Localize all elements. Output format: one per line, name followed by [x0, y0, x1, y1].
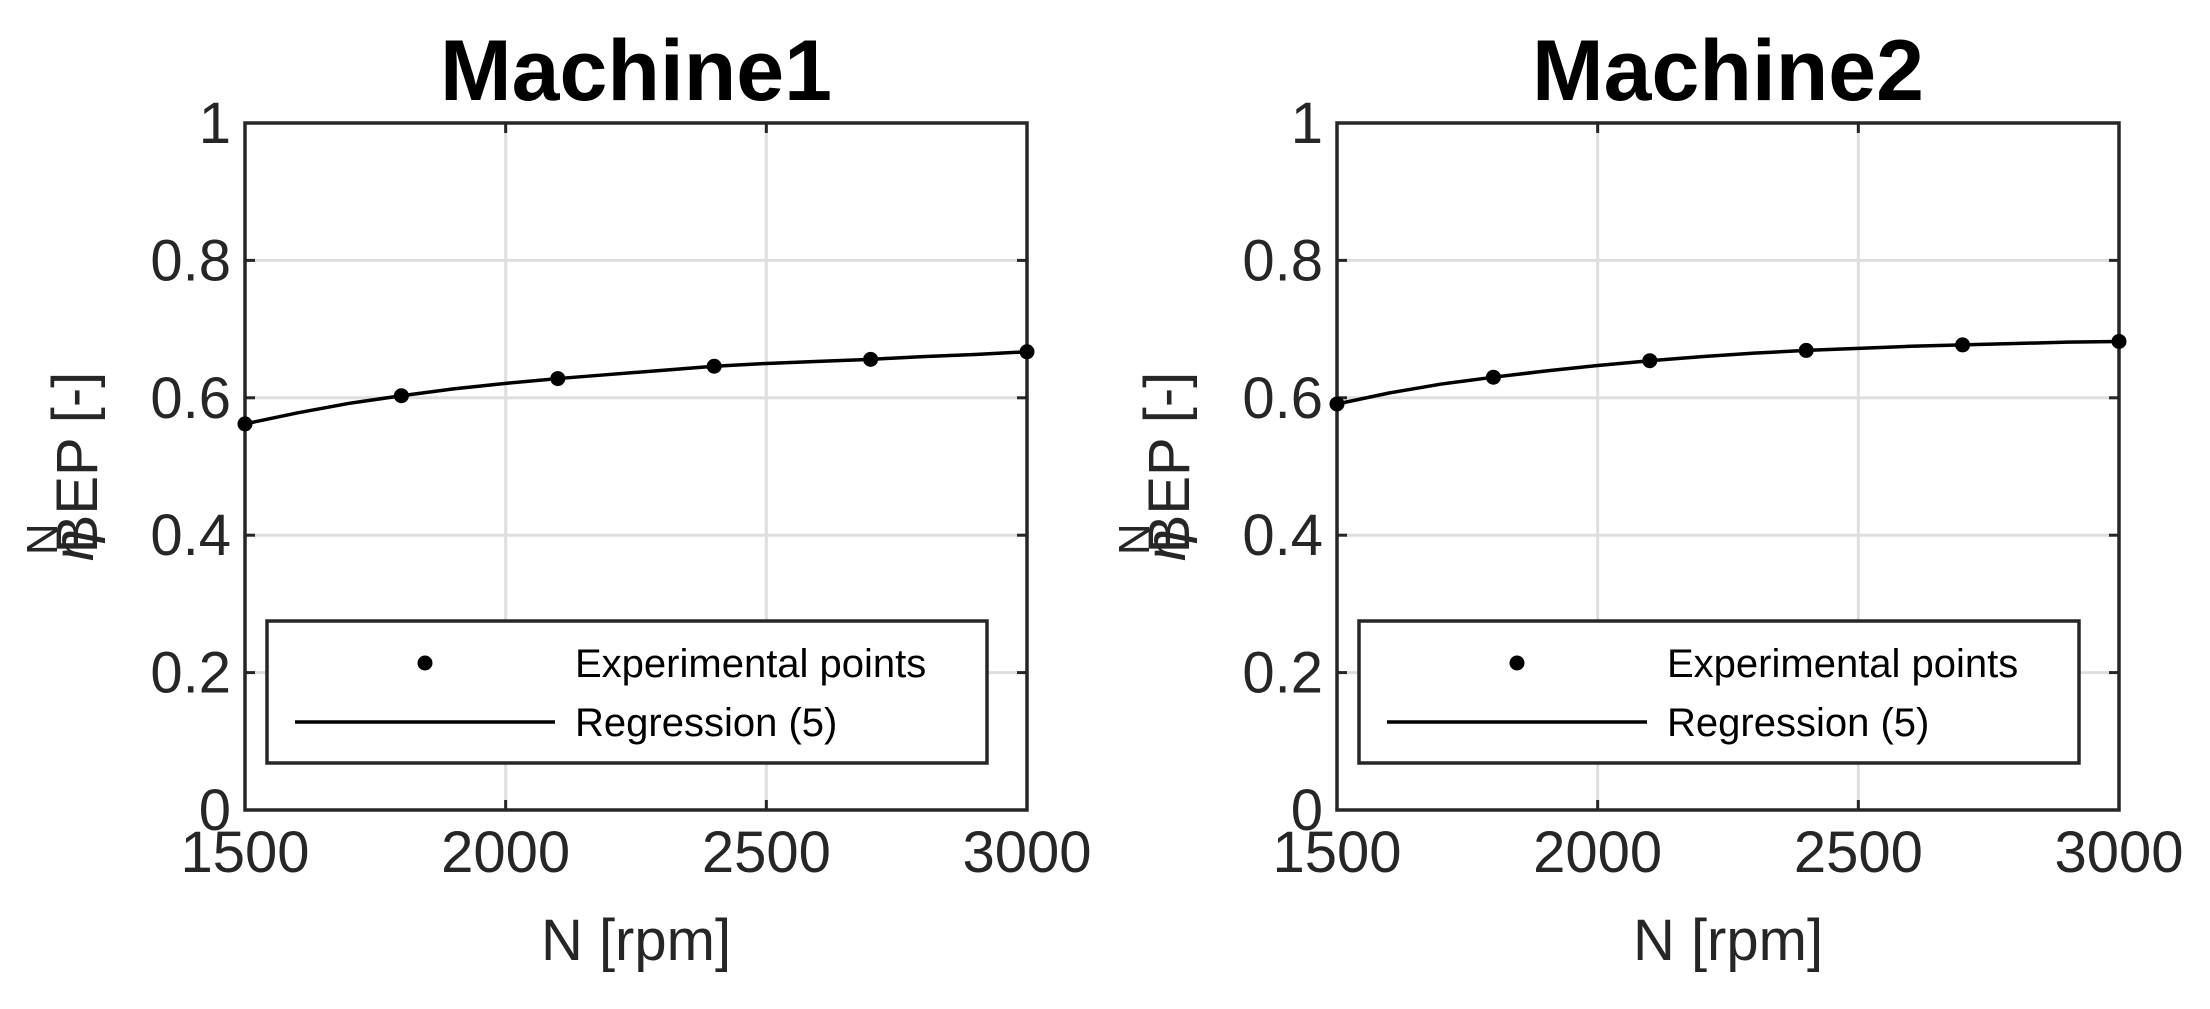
data-point-experimental [1329, 396, 1345, 412]
data-point-experimental [550, 371, 566, 387]
y-tick-label: 0 [199, 778, 231, 843]
chart-title: Machine2 [1532, 23, 1924, 119]
y-axis-label-unit: [-] [41, 372, 106, 424]
y-axis-label-subscript: BEP [45, 437, 110, 553]
x-tick-label: 1500 [180, 820, 309, 885]
y-tick-label: 1 [1291, 91, 1323, 156]
data-point-experimental [1019, 344, 1035, 360]
y-axis-label: ηNBEP [-] [18, 372, 110, 562]
chart-machine2: 1500 2000 2500 3000 0 0.2 0.4 0.6 0.8 1 Machine2 N … [1110, 23, 2184, 973]
x-tick-label: 3000 [962, 820, 1091, 885]
y-axis-label-symbol: η [1133, 529, 1198, 561]
data-point-experimental [863, 351, 879, 367]
x-axis-label: N [rpm] [1633, 908, 1823, 973]
data-point-experimental [1798, 342, 1814, 358]
legend-marker-experimental [417, 655, 433, 671]
data-point-experimental [237, 416, 253, 432]
data-point-experimental [1955, 337, 1971, 353]
x-tick-label: 2000 [441, 820, 570, 885]
axes-box [243, 121, 1029, 812]
x-tick-label: 3000 [2054, 820, 2183, 885]
data-point-experimental [706, 358, 722, 374]
legend-label-experimental: Experimental points [1667, 642, 2018, 686]
y-tick-label: 0.4 [1242, 503, 1323, 568]
y-tick-label: 0.8 [150, 228, 231, 293]
y-axis-label-symbol: η [41, 529, 106, 561]
y-axis-label: ηNBEP [-] [1110, 372, 1202, 562]
x-tick-label: 2500 [1794, 820, 1923, 885]
x-tick-label: 2000 [1533, 820, 1662, 885]
data-point-experimental [1485, 369, 1501, 385]
y-tick-label: 0.2 [150, 641, 231, 706]
x-tick-label: 2500 [702, 820, 831, 885]
data-point-experimental [393, 388, 409, 404]
y-tick-label: 0.6 [1242, 366, 1323, 431]
legend-marker-experimental [1509, 655, 1525, 671]
y-axis-label-unit: [-] [1133, 372, 1198, 424]
data-point-experimental [2111, 333, 2127, 349]
legend-label-regression: Regression (5) [1667, 701, 1929, 745]
y-tick-label: 0.8 [1242, 228, 1323, 293]
x-tick-label: 1500 [1272, 820, 1401, 885]
series-line-regression [244, 350, 1028, 426]
y-tick-label: 0.2 [1242, 641, 1323, 706]
chart-machine1: 1500 2000 2500 3000 0 0.2 0.4 0.6 0.8 1 Machine1 N … [18, 23, 1092, 973]
y-axis-label-text: ηNBEP [-] [1110, 372, 1202, 562]
y-axis-label-subscript: BEP [1137, 437, 1202, 553]
legend-label-regression: Regression (5) [575, 701, 837, 745]
legend-label-experimental: Experimental points [575, 642, 926, 686]
y-axis-label-superscript: N [1110, 523, 1159, 555]
y-tick-label: 0.4 [150, 503, 231, 568]
y-tick-label: 1 [199, 91, 231, 156]
legend-box [1357, 619, 2081, 765]
axes-box [1335, 121, 2121, 812]
y-tick-label: 0.6 [150, 366, 231, 431]
y-axis-label-text: ηNBEP [-] [18, 372, 110, 562]
y-axis-label-superscript: N [18, 523, 67, 555]
series-line-regression [1336, 339, 2120, 406]
y-tick-label: 0 [1291, 778, 1323, 843]
chart-title: Machine1 [440, 23, 832, 119]
x-axis-label: N [rpm] [541, 908, 731, 973]
legend-box [265, 619, 989, 765]
data-point-experimental [1642, 353, 1658, 369]
